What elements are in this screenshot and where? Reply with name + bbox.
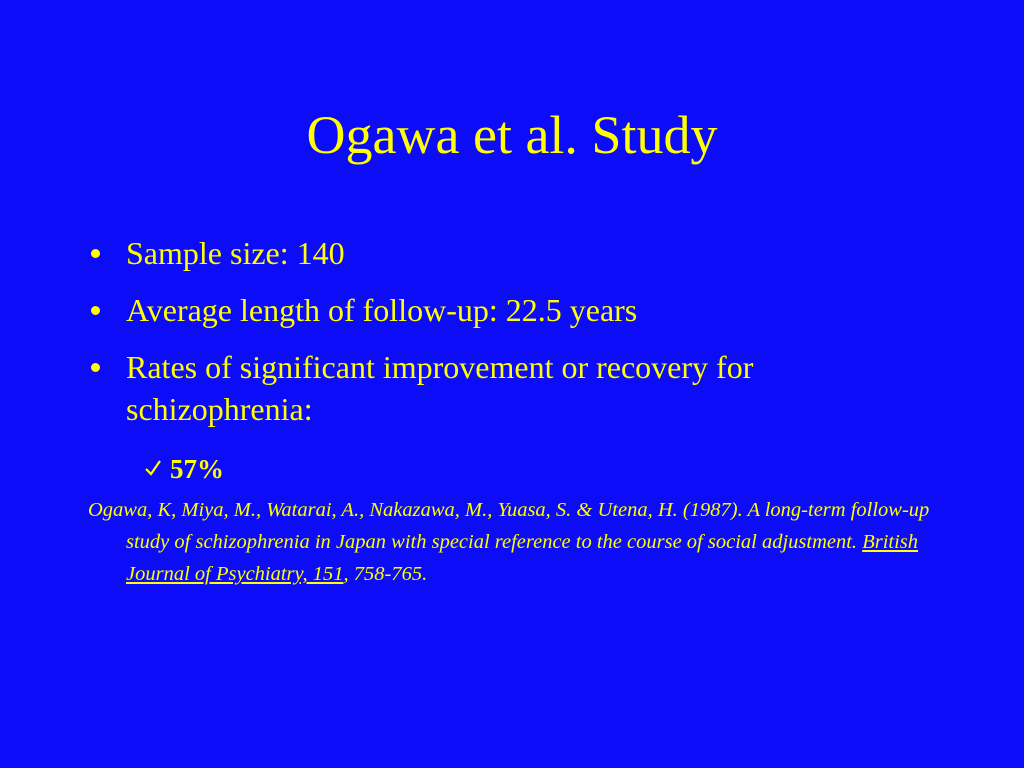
sub-bullet: 57% — [144, 452, 224, 486]
bullet-item: Rates of significant improvement or reco… — [88, 346, 918, 430]
bullet-dot — [91, 363, 100, 372]
bullet-list: Sample size: 140 Average length of follo… — [88, 232, 918, 445]
citation-text: Ogawa, K, Miya, M., Watarai, A., Nakazaw… — [88, 499, 930, 553]
check-icon — [145, 460, 161, 476]
bullet-item: Average length of follow-up: 22.5 years — [88, 289, 918, 331]
bullet-text: Rates of significant improvement or reco… — [126, 349, 754, 427]
slide-title: Ogawa et al. Study — [306, 105, 718, 165]
citation: Ogawa, K, Miya, M., Watarai, A., Nakazaw… — [88, 494, 976, 590]
citation-journal: British Journal of Psychiatry, 151 — [126, 531, 919, 585]
bullet-dot — [91, 306, 100, 315]
bullet-text: Sample size: 140 — [126, 235, 345, 271]
sub-bullet-text: 57% — [170, 454, 224, 484]
bullet-text: Average length of follow-up: 22.5 years — [126, 292, 638, 328]
citation-pages: , 758-765. — [343, 563, 428, 585]
bullet-item: Sample size: 140 — [88, 232, 918, 274]
bullet-dot — [91, 249, 100, 258]
